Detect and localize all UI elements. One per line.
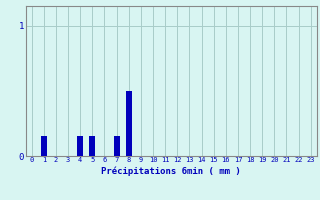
X-axis label: Précipitations 6min ( mm ): Précipitations 6min ( mm ) <box>101 166 241 176</box>
Bar <box>114 136 120 156</box>
Bar <box>77 136 83 156</box>
Bar <box>126 91 132 156</box>
Bar <box>89 136 95 156</box>
Bar <box>41 136 47 156</box>
